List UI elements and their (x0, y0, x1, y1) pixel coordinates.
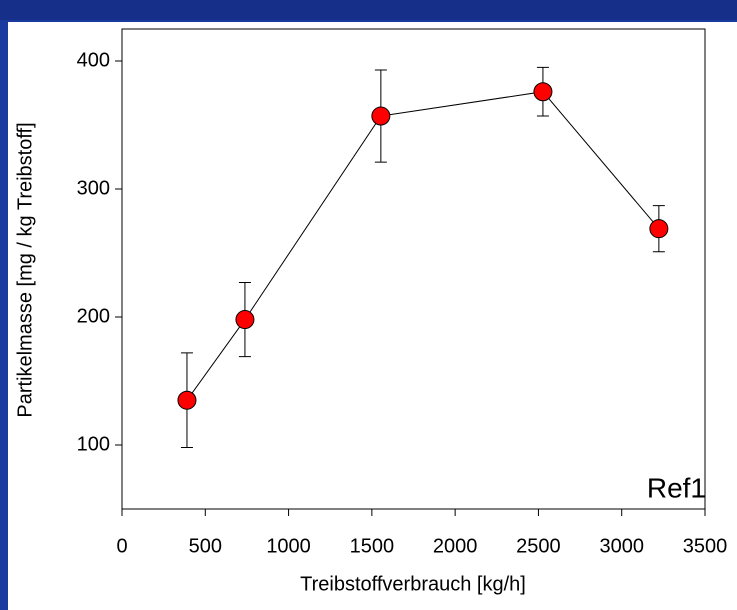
y-tick-label: 300 (77, 177, 110, 199)
y-axis-label: Partikelmasse [mg / kg Treibstoff] (14, 122, 36, 417)
x-tick-label: 2000 (433, 535, 478, 557)
x-tick-label: 0 (116, 535, 127, 557)
x-tick-label: 1000 (266, 535, 311, 557)
x-tick-label: 3500 (683, 535, 728, 557)
x-tick-label: 500 (189, 535, 222, 557)
y-tick-label: 400 (77, 49, 110, 71)
point (371, 106, 391, 126)
annotation: Ref1 (647, 472, 706, 503)
x-tick-label: 2500 (516, 535, 561, 557)
point (533, 82, 553, 102)
y-tick-label: 100 (77, 433, 110, 455)
point (235, 310, 255, 330)
x-axis-label: Treibstoffverbrauch [kg/h] (300, 573, 526, 595)
line (186, 91, 660, 401)
y-tick-label: 200 (77, 305, 110, 327)
x-tick-label: 1500 (350, 535, 395, 557)
point (177, 390, 197, 410)
x-tick-label: 3000 (599, 535, 644, 557)
point (649, 219, 669, 239)
plot-frame (121, 28, 706, 510)
top-bar (0, 0, 737, 20)
